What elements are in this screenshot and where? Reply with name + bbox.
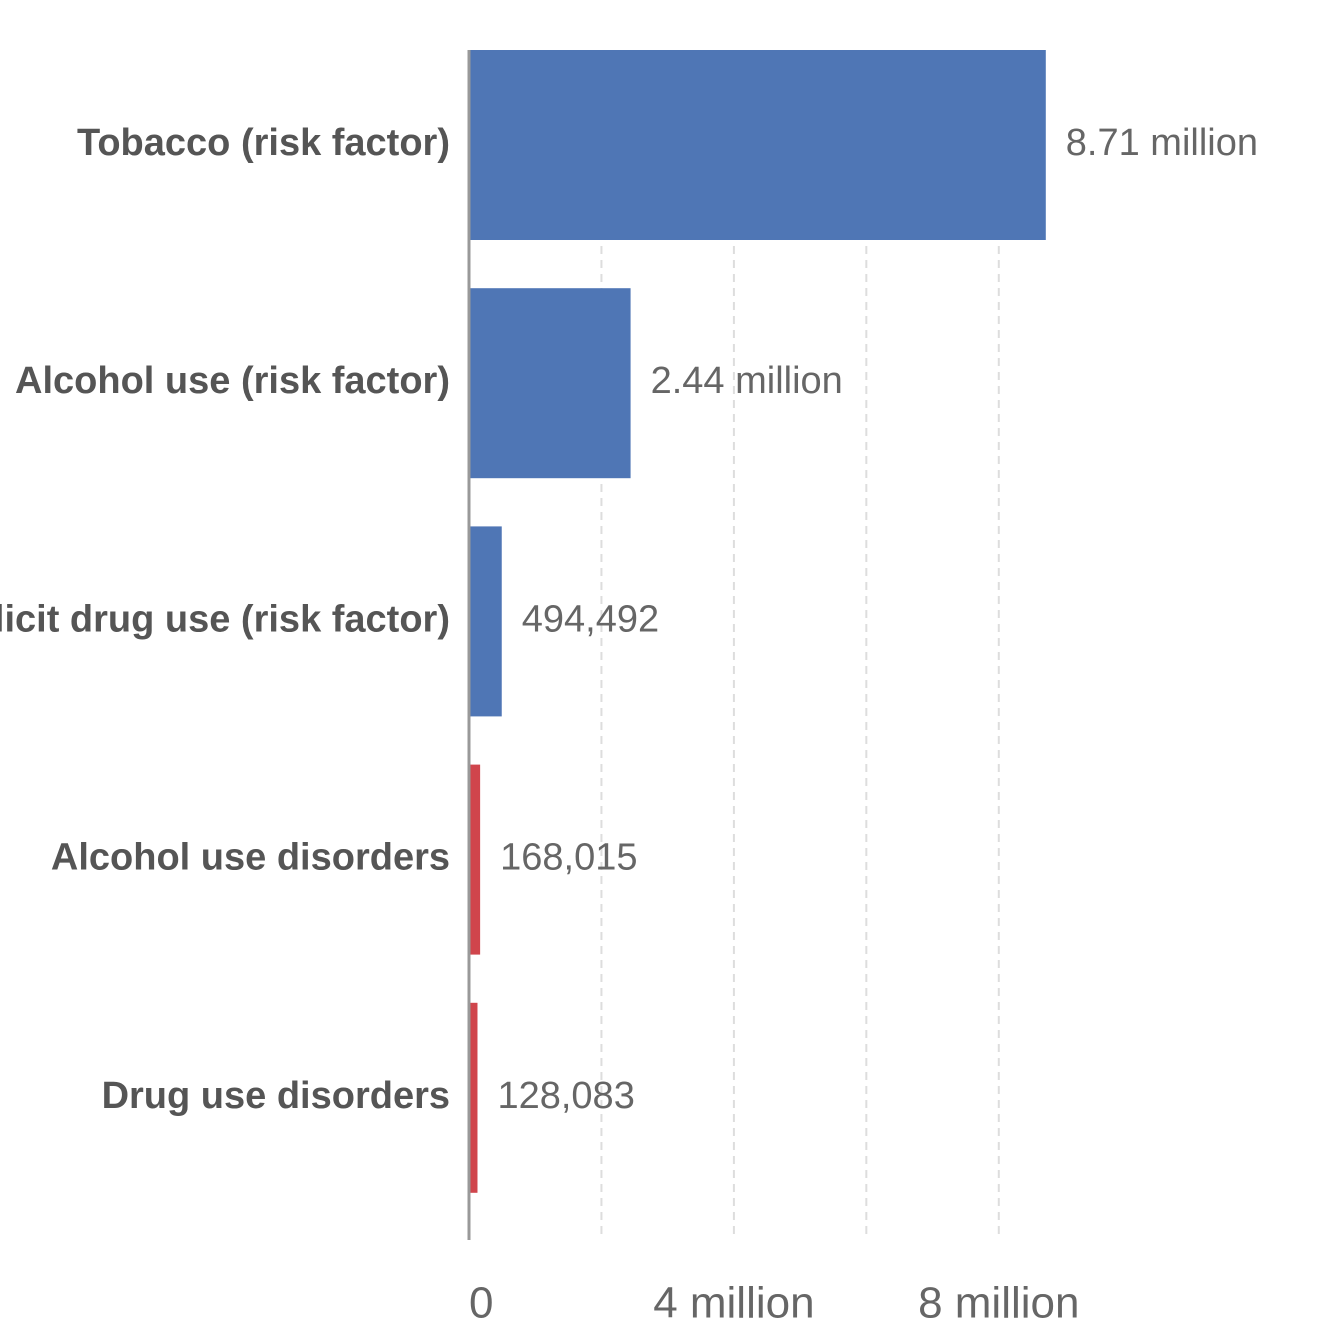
x-tick-label-2: 8 million (918, 1279, 1079, 1328)
bar-4 (469, 1002, 478, 1193)
value-label-1: 2.44 million (651, 360, 843, 402)
x-tick-label-1: 4 million (653, 1279, 814, 1328)
category-labels: Tobacco (risk factor) Alcohol use (risk f… (0, 122, 450, 1117)
value-label-3: 168,015 (500, 837, 637, 879)
category-label-2: Illicit drug use (risk factor) (0, 598, 450, 640)
x-axis-ticks: 0 4 million 8 million (469, 1279, 1079, 1328)
category-label-1: Alcohol use (risk factor) (15, 360, 450, 402)
x-tick-label-0: 0 (469, 1279, 493, 1328)
value-label-2: 494,492 (522, 598, 659, 640)
bar-2 (469, 526, 502, 717)
bar-3 (469, 764, 481, 955)
value-label-0: 8.71 million (1066, 122, 1258, 164)
category-label-4: Drug use disorders (102, 1075, 450, 1117)
value-label-4: 128,083 (497, 1075, 634, 1117)
gridlines (600, 50, 1000, 1240)
bar-0 (469, 50, 1046, 240)
category-label-0: Tobacco (risk factor) (77, 122, 450, 164)
bars (469, 50, 1046, 1193)
category-label-3: Alcohol use disorders (51, 837, 450, 879)
value-labels: 8.71 million 2.44 million 494,492 168,015 12… (497, 122, 1258, 1117)
bar-1 (469, 288, 631, 479)
